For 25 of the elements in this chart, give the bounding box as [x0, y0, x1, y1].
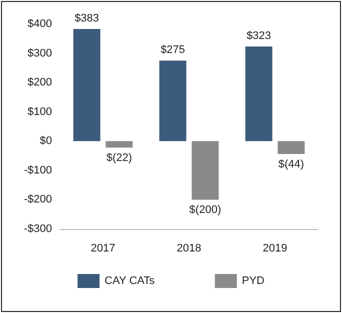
data-label: $(200) — [189, 204, 222, 216]
x-tick-label: 2017 — [90, 242, 116, 254]
y-tick-label: -$100 — [24, 164, 52, 176]
legend-label: CAY CATs — [104, 275, 156, 287]
bar — [73, 28, 100, 142]
x-tick-label: 2019 — [262, 242, 288, 254]
bar — [106, 141, 133, 148]
data-label: $(44) — [278, 158, 304, 171]
y-tick-label: $200 — [28, 76, 52, 89]
bar — [159, 60, 186, 142]
y-tick-label: $0 — [40, 135, 52, 148]
bar — [245, 46, 272, 142]
data-label: $(22) — [106, 152, 132, 164]
y-tick-label: $100 — [28, 106, 52, 118]
bar — [192, 141, 219, 200]
x-tick-label: 2018 — [176, 242, 202, 254]
y-tick-label: $400 — [28, 18, 52, 30]
bar — [278, 141, 305, 154]
y-tick-label: -$200 — [24, 194, 52, 206]
data-label: $383 — [74, 12, 100, 24]
data-label: $275 — [160, 44, 186, 56]
data-label: $323 — [246, 30, 272, 42]
y-tick-label: $300 — [28, 47, 52, 60]
y-tick-label: -$300 — [24, 223, 52, 235]
legend-label: PYD — [242, 275, 265, 287]
